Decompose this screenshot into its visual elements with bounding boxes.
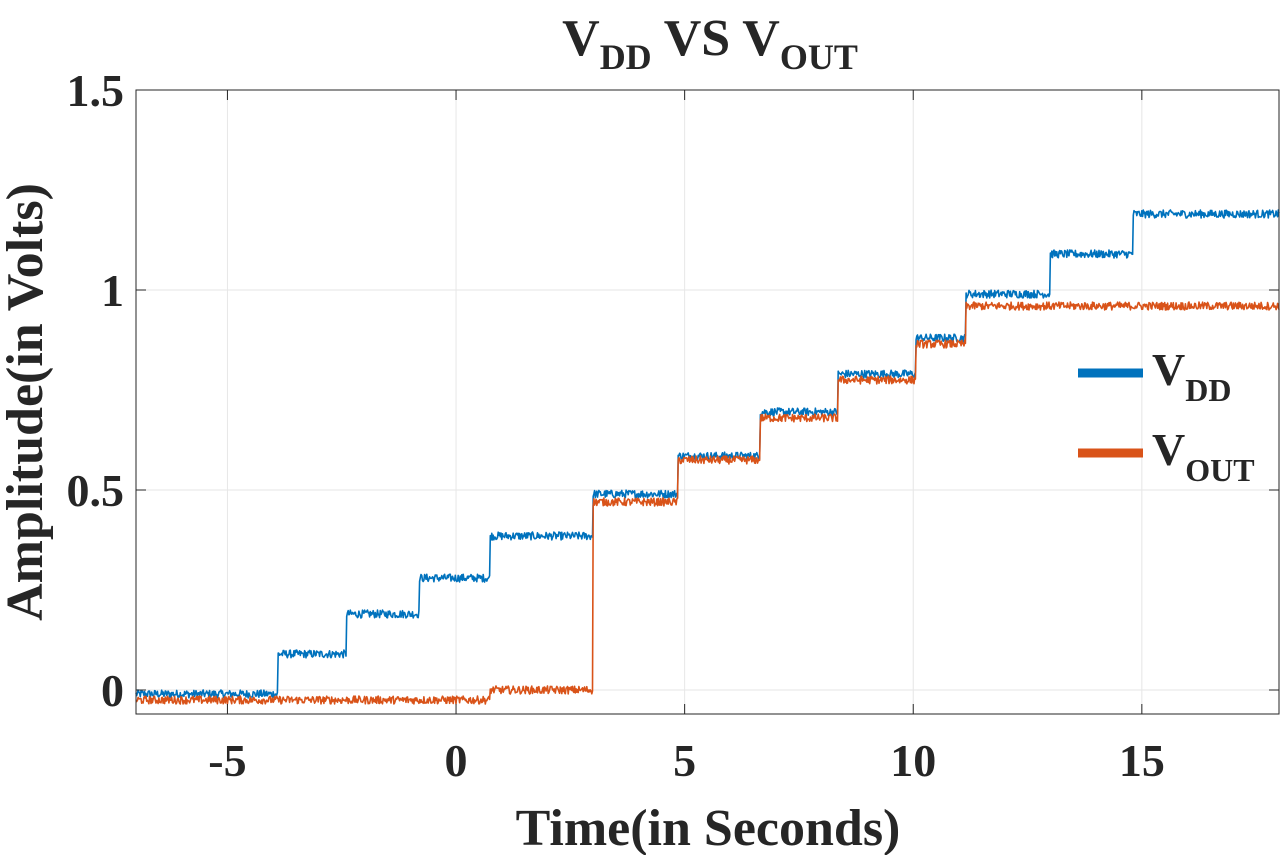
series-line-vout bbox=[135, 301, 1280, 705]
title-sub-dd: DD bbox=[600, 37, 652, 77]
legend-vdd-sub: DD bbox=[1185, 372, 1231, 408]
legend: VDD VOUT bbox=[1078, 344, 1255, 488]
legend-vout-sub: OUT bbox=[1185, 452, 1254, 488]
y-tick-label: 0 bbox=[101, 665, 124, 716]
x-tick-label: 10 bbox=[890, 735, 936, 786]
legend-label-vout: VOUT bbox=[1152, 424, 1255, 488]
x-tick-label: -5 bbox=[208, 735, 246, 786]
y-tick-label: 0.5 bbox=[67, 465, 125, 516]
legend-label-vdd: VDD bbox=[1152, 344, 1231, 408]
plot-area-frame bbox=[135, 89, 1280, 715]
y-tick-label: 1.5 bbox=[67, 65, 125, 116]
legend-vout-main: V bbox=[1152, 424, 1185, 475]
x-tick-label: 5 bbox=[673, 735, 696, 786]
tick-layer: -5 0 5 10 15 0 0.5 1 1.5 bbox=[67, 65, 1165, 786]
chart-title: VDD VS VOUT bbox=[562, 10, 858, 77]
title-vs: VS V bbox=[652, 10, 780, 67]
y-axis-label: Amplitude(in Volts) bbox=[0, 183, 54, 621]
axis-layer bbox=[135, 89, 1280, 715]
title-sub-out: OUT bbox=[780, 37, 858, 77]
legend-vdd-main: V bbox=[1152, 344, 1185, 395]
x-axis-label: Time(in Seconds) bbox=[516, 800, 901, 855]
x-tick-label: 15 bbox=[1119, 735, 1165, 786]
x-tick-label: 0 bbox=[445, 735, 468, 786]
y-tick-label: 1 bbox=[101, 265, 124, 316]
series-line-vdd bbox=[135, 209, 1280, 699]
title-v1: V bbox=[562, 10, 600, 67]
series-layer bbox=[135, 209, 1280, 705]
grid-layer bbox=[136, 89, 1279, 714]
